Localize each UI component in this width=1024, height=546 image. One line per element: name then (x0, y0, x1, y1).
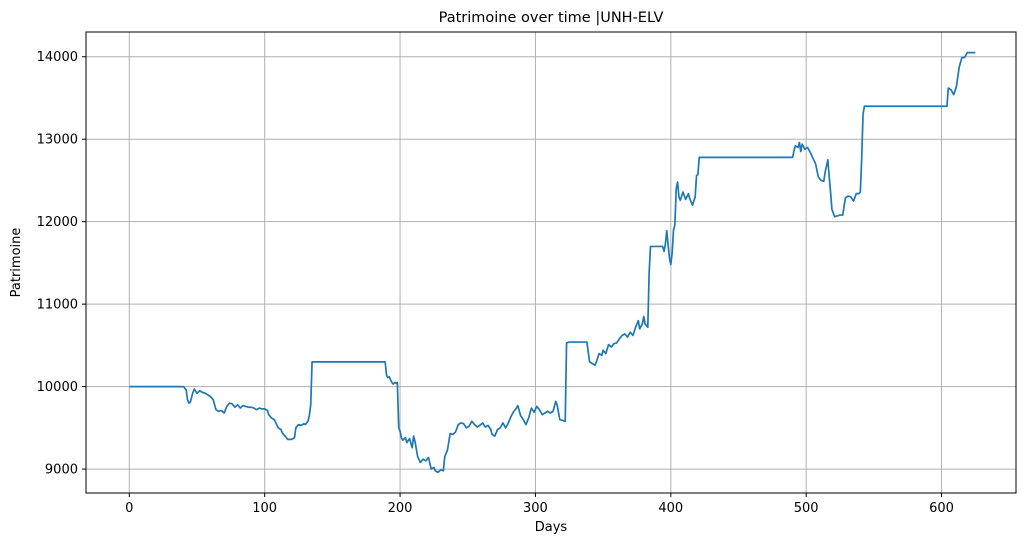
series-line (129, 51, 976, 474)
chart-title: Patrimoine over time |UNH-ELV (439, 10, 664, 26)
axis-ticks: 0 100 200 300 400 500 600 9000 10000 11000 12000 13… (37, 50, 954, 516)
y-tick-label: 12000 (37, 215, 78, 230)
y-tick-label: 10000 (37, 380, 78, 395)
series-layer (129, 51, 976, 474)
y-tick-label: 14000 (37, 50, 78, 65)
plot-frame (85, 31, 1017, 494)
y-tick-label: 9000 (45, 463, 78, 478)
x-axis-label: Days (535, 520, 568, 535)
y-tick-label: 11000 (37, 298, 78, 313)
x-tick-label: 600 (929, 501, 954, 516)
x-tick-label: 400 (658, 501, 683, 516)
x-tick-label: 0 (125, 501, 133, 516)
x-tick-label: 500 (794, 501, 819, 516)
x-tick-label: 100 (252, 501, 277, 516)
x-tick-label: 200 (388, 501, 413, 516)
x-tick-label: 300 (523, 501, 548, 516)
y-tick-label: 13000 (37, 133, 78, 148)
y-axis-label: Patrimoine (9, 228, 24, 298)
